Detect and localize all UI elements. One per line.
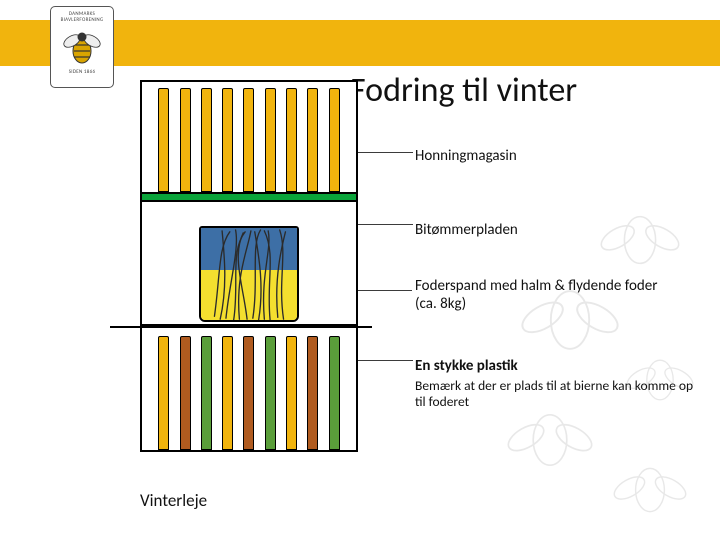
honey-frame xyxy=(243,88,254,192)
label-note: Bemærk at der er plads til at bierne kan… xyxy=(415,378,695,410)
bees-background-icon xyxy=(490,210,720,540)
label-foderspand: Foderspand med halm & flydende foder(ca.… xyxy=(415,278,657,313)
feed-bucket xyxy=(199,226,299,322)
label-plastik: En stykke plastik xyxy=(415,358,518,376)
honey-frame xyxy=(222,88,233,192)
bucket-top xyxy=(201,228,297,270)
brood-frame xyxy=(243,336,254,450)
label-honningmagasin: Honningmagasin xyxy=(415,148,517,166)
hive-diagram xyxy=(140,80,358,452)
honey-frame xyxy=(265,88,276,192)
brood-frame xyxy=(222,336,233,450)
honey-frame xyxy=(307,88,318,192)
honey-frame xyxy=(158,88,169,192)
logo-top-text: DANMARKS BIAVLERFORENING xyxy=(51,11,113,23)
page-title: Fodring til vinter xyxy=(350,70,577,111)
bee-escape-board xyxy=(140,194,358,202)
brood-frame xyxy=(329,336,340,450)
brood-frame xyxy=(286,336,297,450)
honey-frame xyxy=(180,88,191,192)
honey-frame xyxy=(286,88,297,192)
brood-frame xyxy=(307,336,318,450)
honey-magazine-box xyxy=(140,80,358,194)
label-bitommerpladen: Bitømmerpladen xyxy=(415,222,518,240)
brood-frame xyxy=(180,336,191,450)
honey-frame xyxy=(329,88,340,192)
brood-frame xyxy=(201,336,212,450)
vinterleje-label: Vinterleje xyxy=(140,490,207,511)
brood-frame xyxy=(265,336,276,450)
logo-bottom-text: SIDEN 1866 xyxy=(69,69,96,75)
winter-brood-box xyxy=(140,328,358,452)
connector-line xyxy=(355,224,413,225)
plastic-sheet-line xyxy=(140,326,358,328)
honey-frame xyxy=(201,88,212,192)
brood-frame xyxy=(158,336,169,450)
bucket-liquid xyxy=(201,270,297,320)
bee-logo-icon xyxy=(62,25,102,69)
connector-line xyxy=(355,152,413,153)
logo-badge: DANMARKS BIAVLERFORENING SIDEN 1866 xyxy=(50,6,114,88)
connector-line xyxy=(355,360,413,361)
feed-box xyxy=(140,202,358,326)
